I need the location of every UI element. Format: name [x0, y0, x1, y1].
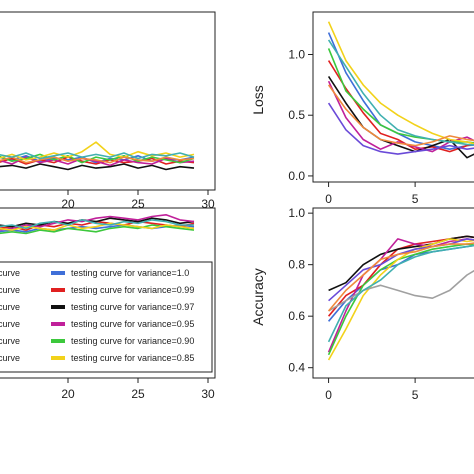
y-tick-label: 0.6	[288, 309, 305, 323]
panel-top-left: 20 25 30	[0, 11, 216, 211]
axis-frame-top-left	[0, 11, 216, 191]
series-line-8	[327, 244, 474, 343]
series-line-3	[0, 217, 195, 228]
series-line-7	[328, 269, 474, 312]
series-line-3	[0, 163, 195, 171]
series-line-8	[327, 39, 474, 146]
x-tick-label: 0	[325, 192, 332, 206]
legend-label: testing curve for variance=0.99	[71, 285, 194, 295]
axis-frame-bottom-left	[0, 207, 216, 379]
series-line-3	[328, 235, 474, 292]
series-line-7	[327, 102, 474, 155]
y-tick-label: 0.8	[288, 258, 305, 272]
legend-label: testing curve for variance=0.95	[71, 319, 194, 329]
legend-label: testing curve for variance=0.90	[71, 336, 194, 346]
series-line-1	[0, 224, 195, 233]
panel-bottom-right: 0 5 0.4 0.6 0.8 1.0	[288, 206, 474, 402]
legend-label: testing curve for variance=0.97	[71, 302, 194, 312]
series-line-8	[0, 152, 195, 160]
axis-frame-bottom-right	[312, 207, 474, 379]
legend: curve curve curve curve curve curve testing cu…	[0, 261, 213, 373]
series-line-3	[327, 75, 474, 159]
legend-label: curve	[0, 268, 20, 278]
series-line-6	[327, 238, 474, 361]
y-axis-label-loss: Loss	[250, 85, 266, 115]
plot-area-bottom-right: 0 5 0.4 0.6 0.8 1.0	[288, 206, 474, 402]
series-line-7	[0, 219, 194, 230]
series-line-5	[327, 243, 474, 356]
x-tick-label: 20	[61, 387, 75, 401]
x-tick-label: 30	[201, 387, 215, 401]
axis-frame-top-right	[312, 11, 474, 183]
y-tick-label: 1.0	[288, 48, 305, 62]
x-tick-label: 25	[131, 197, 145, 211]
plot-area-bottom-left: 20 25 30	[0, 214, 215, 401]
legend-label: testing curve for variance=1.0	[71, 268, 189, 278]
legend-label: curve	[0, 353, 20, 363]
legend-label: curve	[0, 302, 20, 312]
y-tick-label: 1.0	[288, 206, 305, 220]
series-line-5	[327, 48, 474, 144]
legend-box	[0, 261, 213, 373]
x-tick-label: 30	[201, 197, 215, 211]
plot-area-top-right: 0 5 0.0 0.5 1.0	[288, 21, 474, 206]
plot-area-top-left: 20 25 30	[0, 141, 215, 211]
panel-bottom-left: 20 25 30	[0, 207, 216, 401]
x-tick-label: 20	[61, 197, 75, 211]
x-tick-label: 0	[325, 388, 332, 402]
legend-label: curve	[0, 285, 20, 295]
legend-label: curve	[0, 336, 20, 346]
legend-label: curve	[0, 319, 20, 329]
panel-top-right: 0 5 0.0 0.5 1.0	[288, 11, 474, 206]
series-line-2	[0, 156, 195, 165]
series-line-4	[0, 214, 195, 231]
series-line-7	[0, 156, 195, 164]
series-line-6	[327, 21, 474, 145]
series-line-9	[327, 84, 474, 147]
y-tick-label: 0.0	[288, 169, 305, 183]
series-line-10	[327, 242, 474, 312]
legend-label: testing curve for variance=0.85	[71, 353, 194, 363]
x-tick-label: 5	[412, 388, 419, 402]
y-tick-label: 0.4	[288, 361, 305, 375]
y-axis-label-accuracy: Accuracy	[250, 268, 266, 326]
series-line-9	[328, 238, 474, 302]
series-line-4	[327, 238, 474, 353]
x-tick-label: 25	[131, 387, 145, 401]
x-tick-label: 5	[412, 192, 419, 206]
y-tick-label: 0.5	[288, 108, 305, 122]
series-line-6	[0, 141, 195, 161]
